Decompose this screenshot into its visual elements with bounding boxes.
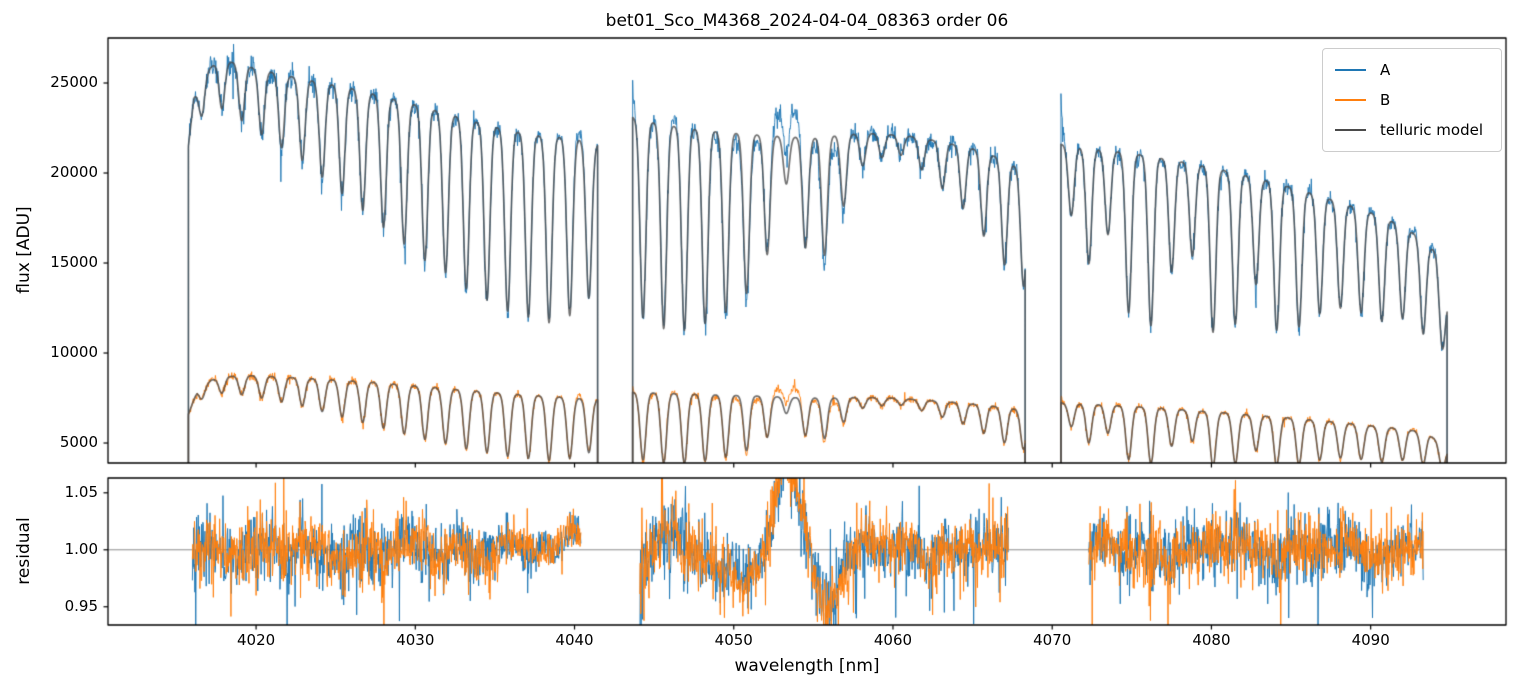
flux-y-tick-label: 15000 — [50, 253, 98, 271]
flux-y-tick-label: 10000 — [50, 343, 98, 361]
x-tick-label: 4060 — [873, 631, 913, 649]
legend-label-b: B — [1380, 91, 1391, 109]
legend-line-a-swatch — [1335, 68, 1366, 72]
plot-title: bet01_Sco_M4368_2024-04-04_08363 order 0… — [605, 11, 1009, 31]
residual-y-tick-label: 0.95 — [64, 596, 98, 615]
residual-y-tick-label: 1.05 — [64, 482, 98, 501]
legend-entry-a: A — [1323, 55, 1501, 85]
flux-y-tick-label: 5000 — [59, 433, 98, 452]
x-tick-label: 4080 — [1192, 631, 1231, 649]
residual-y-tick-label: 1.00 — [64, 539, 98, 558]
x-tick-label: 4020 — [236, 631, 276, 649]
residual-y-axis-label: residual — [14, 517, 34, 585]
x-tick-label: 4090 — [1351, 631, 1390, 649]
x-axis-label: wavelength [nm] — [734, 656, 880, 676]
legend-entry-b: B — [1323, 85, 1501, 115]
flux-y-tick-label: 20000 — [50, 163, 98, 181]
legend-label-telluric: telluric model — [1380, 121, 1484, 139]
x-tick-label: 4070 — [1033, 631, 1072, 649]
legend-line-b-swatch — [1335, 98, 1366, 102]
x-tick-label: 4040 — [555, 631, 594, 649]
legend-label-a: A — [1380, 61, 1391, 79]
legend-entry-telluric: telluric model — [1323, 115, 1501, 145]
x-tick-label: 4050 — [714, 631, 753, 649]
legend-line-telluric-swatch — [1335, 128, 1366, 132]
x-tick-label: 4030 — [396, 631, 435, 649]
flux-y-tick-label: 25000 — [50, 73, 98, 91]
legend: A B telluric model — [1322, 48, 1502, 152]
flux-y-axis-label: flux [ADU] — [14, 206, 34, 294]
